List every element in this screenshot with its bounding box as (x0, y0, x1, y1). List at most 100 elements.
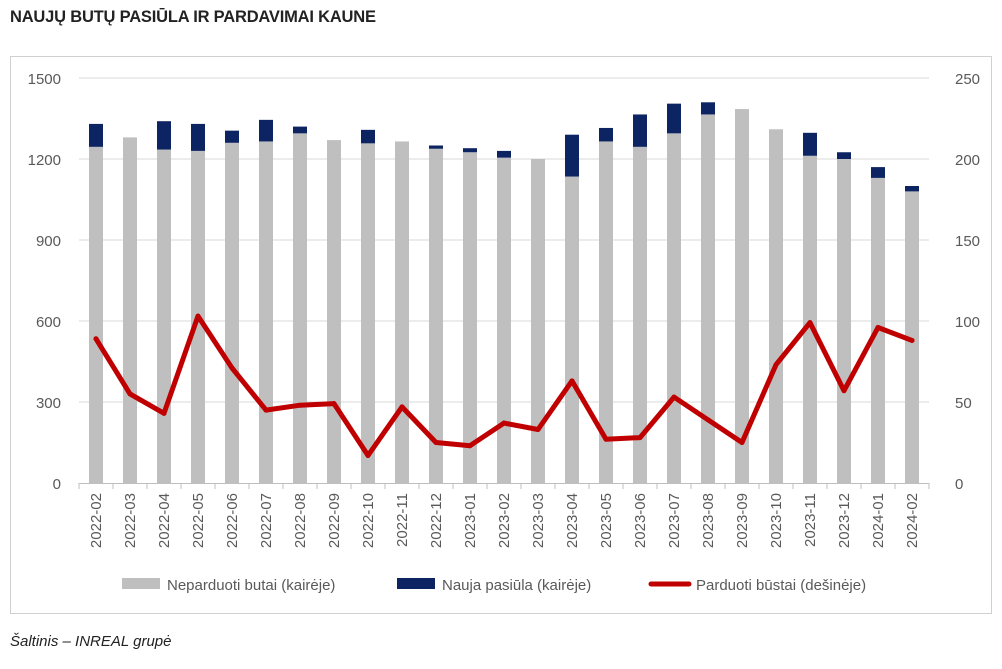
bar-new-supply (667, 103, 681, 134)
bar-new-supply (191, 123, 205, 151)
x-tick-label: 2024-01 (870, 493, 887, 548)
source-note: Šaltinis – INREAL grupė (10, 633, 172, 650)
chart-title: NAUJŲ BUTŲ PASIŪLA IR PARDAVIMAI KAUNE (10, 8, 376, 26)
sold-point (331, 401, 337, 407)
bar-unsold (837, 159, 851, 483)
bar-unsold (905, 191, 919, 483)
y-left-tick-label: 0 (53, 476, 61, 493)
sold-point (467, 443, 473, 449)
x-tick-label: 2022-08 (292, 493, 309, 548)
x-tick-label: 2023-01 (462, 493, 479, 548)
sold-point (773, 362, 779, 368)
sold-point (195, 313, 201, 319)
x-tick-label: 2022-05 (190, 493, 207, 548)
bar-unsold (361, 143, 375, 483)
sold-point (399, 404, 405, 410)
y-right-tick-label: 0 (955, 476, 963, 493)
sold-point (365, 452, 371, 458)
x-tick-label: 2022-12 (428, 493, 445, 548)
legend-label: Parduoti būstai (dešinėje) (696, 577, 866, 594)
bar-new-supply (599, 127, 613, 142)
bar-unsold (259, 141, 273, 483)
legend-label: Neparduoti butai (kairėje) (167, 577, 335, 594)
sold-point (739, 440, 745, 445)
legend-swatch (122, 578, 160, 589)
x-tick-label: 2023-11 (802, 493, 819, 547)
sold-point (263, 407, 269, 413)
bar-unsold (599, 141, 613, 483)
bar-unsold (123, 137, 137, 483)
sold-point (229, 365, 235, 371)
x-tick-label: 2023-05 (598, 493, 615, 548)
bar-unsold (395, 141, 409, 483)
bar-unsold (735, 109, 749, 484)
legend: Neparduoti butai (kairėje) Nauja pasiūla … (122, 577, 866, 594)
sold-point (875, 324, 881, 330)
bar-unsold (531, 159, 545, 483)
x-tick-label: 2023-08 (700, 493, 717, 548)
bar-unsold (157, 149, 171, 484)
bar-new-supply (259, 119, 273, 142)
sold-point (93, 336, 99, 342)
y-right-tick-label: 50 (955, 395, 972, 412)
x-tick-label: 2022-10 (360, 493, 377, 548)
x-tick-label: 2022-09 (326, 493, 343, 548)
x-tick-label: 2022-04 (156, 493, 173, 548)
bar-new-supply (803, 132, 817, 156)
sold-point (671, 394, 677, 400)
y-left-tick-label: 600 (36, 314, 61, 331)
sold-point (909, 337, 915, 343)
y-left-tick-label: 1200 (28, 152, 61, 169)
bar-new-supply (463, 148, 477, 153)
bar-new-supply (361, 129, 375, 144)
x-tick-label: 2022-02 (88, 493, 105, 548)
bar-new-supply (633, 114, 647, 147)
sold-point (841, 388, 847, 394)
sold-point (127, 391, 133, 397)
x-tick-label: 2023-03 (530, 493, 547, 548)
bar-unsold (803, 155, 817, 483)
bar-new-supply (565, 134, 579, 177)
bar-new-supply (701, 102, 715, 115)
x-tick-label: 2023-09 (734, 493, 751, 548)
sold-point (297, 402, 303, 408)
axes: 0 300 600 900 1200 1500 0 50 100 150 200 250 2022-02… (28, 71, 980, 548)
y-left-tick-label: 1500 (28, 71, 61, 88)
bar-unsold (429, 148, 443, 484)
x-tick-label: 2022-07 (258, 493, 275, 548)
bar-unsold (565, 176, 579, 484)
y-left-tick-label: 300 (36, 395, 61, 412)
bar-new-supply (497, 150, 511, 158)
sold-point (161, 410, 167, 416)
bar-unsold (225, 142, 239, 484)
bar-unsold (89, 146, 103, 483)
bar-new-supply (157, 121, 171, 150)
x-tick-label: 2023-02 (496, 493, 513, 548)
sold-point (705, 417, 711, 423)
legend-label: Nauja pasiūla (kairėje) (442, 577, 591, 594)
y-right-tick-label: 150 (955, 233, 980, 250)
sold-point (501, 420, 507, 426)
bar-unsold (293, 133, 307, 483)
bar-new-supply (89, 123, 103, 147)
bars (89, 102, 919, 484)
sold-point (637, 435, 643, 441)
sold-point (433, 440, 439, 445)
sold-line-group (93, 313, 915, 458)
bar-unsold (701, 114, 715, 483)
bar-new-supply (429, 145, 443, 149)
chart-frame (10, 56, 992, 614)
x-tick-label: 2023-10 (768, 493, 785, 548)
x-tick-label: 2022-03 (122, 493, 139, 548)
bar-new-supply (225, 130, 239, 143)
x-tick-label: 2023-06 (632, 493, 649, 548)
x-tick-label: 2022-11 (394, 493, 411, 547)
x-tick-label: 2023-12 (836, 493, 853, 548)
sold-point (535, 427, 541, 433)
bar-new-supply (871, 167, 885, 178)
bar-unsold (463, 152, 477, 483)
y-right-tick-label: 250 (955, 71, 980, 88)
bar-unsold (497, 157, 511, 483)
legend-swatch (397, 578, 435, 589)
